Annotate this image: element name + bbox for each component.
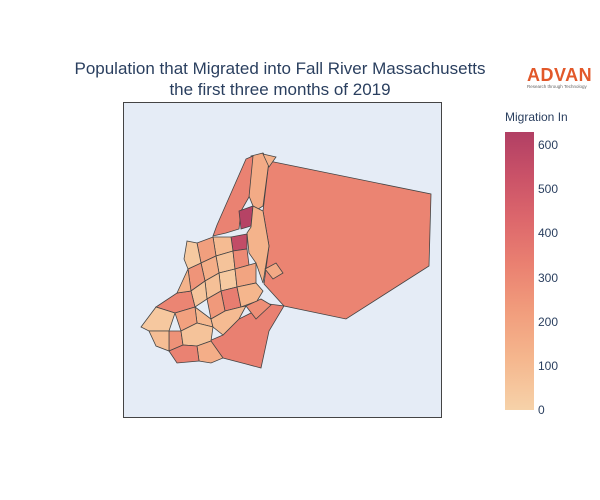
- map-region-sw-6[interactable]: [148, 330, 170, 352]
- colorbar-tick-label: 0: [538, 403, 545, 417]
- map-region-high-tract-2[interactable]: [230, 233, 248, 252]
- map-region-sw-2[interactable]: [176, 267, 192, 294]
- logo-wordmark: ADVAN: [527, 65, 593, 85]
- map-region-sw-3[interactable]: [140, 306, 176, 332]
- chart-title: Population that Migrated into Fall River…: [0, 58, 560, 100]
- map-plot-area[interactable]: [123, 102, 442, 418]
- colorbar-tick-label: 200: [538, 314, 559, 329]
- map-region-s-4[interactable]: [210, 305, 247, 336]
- colorbar: [505, 132, 534, 410]
- advan-logo: ADVAN Research through Technology: [527, 65, 593, 90]
- map-region-center-11[interactable]: [236, 282, 264, 308]
- colorbar-ticks: 600 500 400 300 200 100 0: [534, 0, 594, 500]
- map-region-northeast-large[interactable]: [262, 160, 432, 320]
- map-region-north-tip[interactable]: [262, 153, 277, 168]
- map-region-center-14[interactable]: [264, 262, 284, 280]
- colorbar-tick-label: 300: [538, 270, 559, 285]
- colorbar-tick-label: 400: [538, 226, 559, 241]
- chart-title-line-1: Population that Migrated into Fall River…: [74, 59, 486, 78]
- colorbar-tick-label: 100: [538, 358, 559, 373]
- map-region-center-7[interactable]: [234, 262, 257, 288]
- map-region-s-5[interactable]: [183, 240, 202, 270]
- map-region-west-strip[interactable]: [212, 155, 254, 237]
- map-region-s-3[interactable]: [168, 344, 200, 364]
- chart-title-line-2: the first three months of 2019: [169, 80, 391, 99]
- map-region-south-east[interactable]: [208, 303, 285, 369]
- choropleth-map[interactable]: [124, 103, 441, 417]
- colorbar-tick-label: 500: [538, 182, 559, 197]
- colorbar-tick-label: 600: [538, 138, 559, 153]
- logo-tagline: Research through Technology: [527, 84, 587, 89]
- colorbar-title: Migration In: [505, 110, 568, 124]
